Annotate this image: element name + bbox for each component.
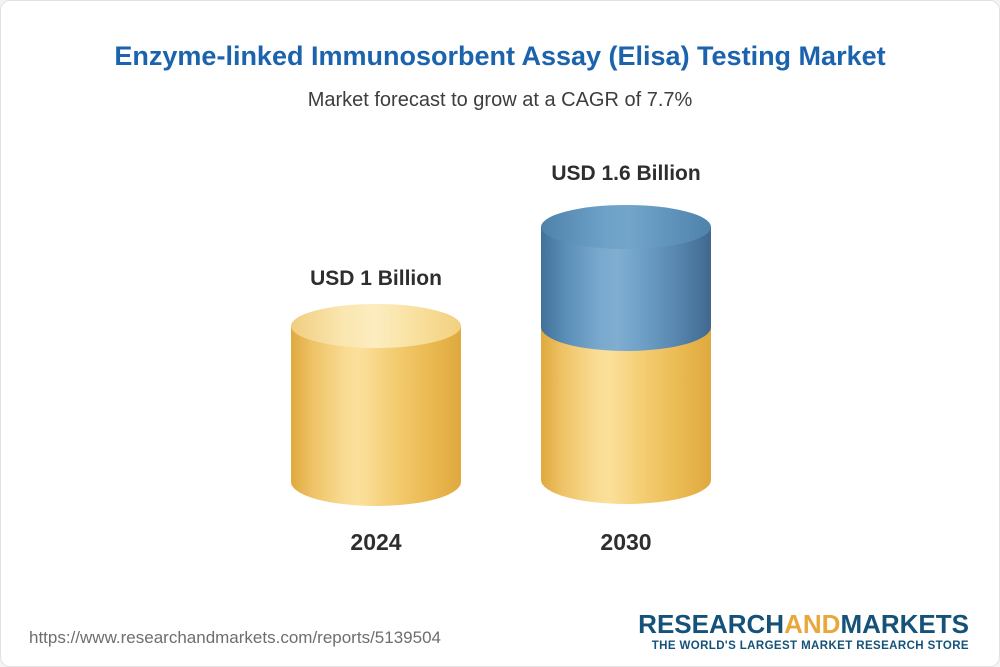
logo-word-and: AND [784, 608, 841, 639]
bar-group-2024: USD 1 Billion [291, 267, 461, 557]
report-url-link[interactable]: https://www.researchandmarkets.com/repor… [29, 628, 441, 647]
cylinder-base-segment-2030 [541, 327, 711, 504]
logo-tagline: THE WORLD'S LARGEST MARKET RESEARCH STOR… [651, 640, 969, 652]
bar-group-2030: USD 1.6 Billion [541, 162, 711, 557]
cylinder-top-2024 [291, 304, 461, 348]
logo-wordmark: RESEARCHANDMARKETS [638, 608, 969, 639]
value-label-2024: USD 1 Billion [310, 267, 442, 290]
research-and-markets-logo: RESEARCHANDMARKETS THE WORLD'S LARGEST M… [638, 608, 969, 652]
axis-label-2024: 2024 [350, 529, 402, 555]
logo-word-markets: MARKETS [840, 608, 969, 639]
axis-label-2030: 2030 [600, 529, 652, 555]
logo-word-research: RESEARCH [638, 608, 785, 639]
cylinder-top-2030-growth [541, 205, 711, 249]
cylinder-body-2024 [291, 326, 461, 506]
value-label-2030: USD 1.6 Billion [551, 162, 701, 185]
page-subtitle: Market forecast to grow at a CAGR of 7.7… [307, 89, 693, 111]
page-title: Enzyme-linked Immunosorbent Assay (Elisa… [114, 41, 886, 71]
